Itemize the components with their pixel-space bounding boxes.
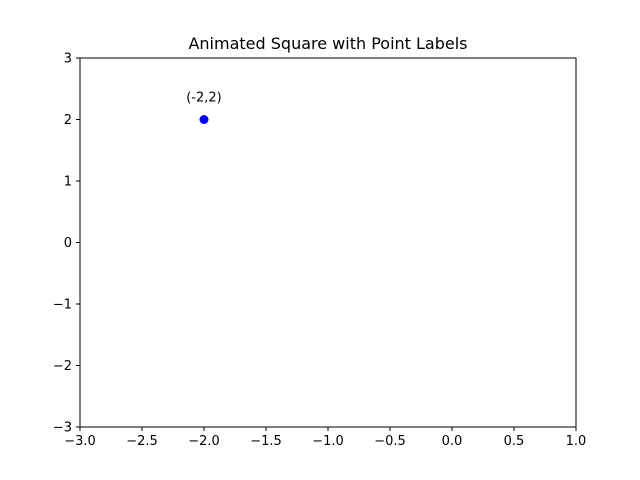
x-tick-label: −2.0 (188, 434, 220, 449)
x-tick-label: −1.5 (250, 434, 282, 449)
chart-title: Animated Square with Point Labels (188, 34, 467, 53)
y-axis: −3 −2 −1 0 1 2 3 (53, 52, 80, 436)
x-axis: −3.0 −2.5 −2.0 −1.5 −1.0 −0.5 0.0 0.5 1.0 (64, 427, 586, 449)
data-series: (-2,2) (186, 91, 222, 124)
x-tick-label: 0.5 (504, 434, 525, 449)
x-tick-label: −0.5 (374, 434, 406, 449)
x-tick-label: 1.0 (566, 434, 587, 449)
x-tick-label: −3.0 (64, 434, 96, 449)
y-tick-label: 3 (64, 52, 72, 67)
y-tick-label: 2 (64, 113, 72, 128)
y-tick-label: 1 (64, 175, 72, 190)
plot-frame (79, 57, 577, 428)
x-tick-label: −1.0 (312, 434, 344, 449)
y-tick-label: 0 (64, 236, 72, 251)
x-tick-label: 0.0 (442, 434, 463, 449)
y-tick-label: −2 (53, 359, 72, 374)
y-tick-label: −3 (53, 421, 72, 436)
x-tick-label: −2.5 (126, 434, 158, 449)
data-point (199, 115, 209, 124)
plot-area (80, 58, 576, 427)
y-tick-label: −1 (53, 298, 72, 313)
point-label: (-2,2) (186, 91, 222, 106)
